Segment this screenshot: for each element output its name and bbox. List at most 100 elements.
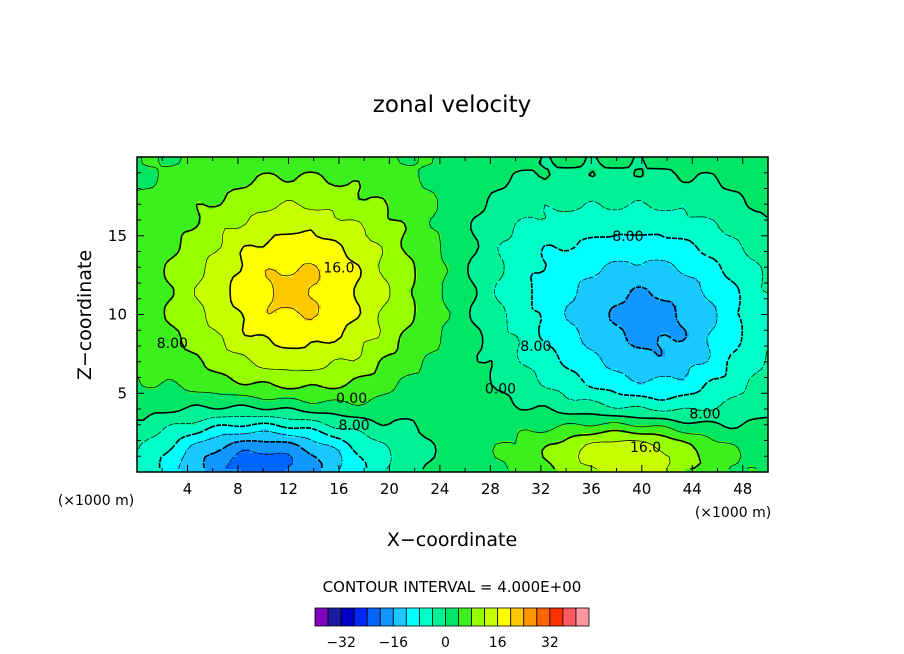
field-cell: [357, 205, 362, 210]
field-cell: [549, 273, 554, 278]
field-cell: [457, 165, 462, 170]
field-cell: [737, 269, 742, 274]
field-cell: [477, 193, 482, 198]
field-cell: [553, 173, 558, 178]
field-cell: [145, 229, 150, 234]
field-cell: [565, 273, 570, 278]
field-cell: [213, 213, 218, 218]
field-cell: [337, 201, 342, 206]
field-cell: [677, 161, 682, 166]
field-cell: [285, 241, 290, 246]
field-cell: [221, 281, 226, 286]
field-cell: [645, 161, 650, 166]
field-cell: [217, 249, 222, 254]
field-cell: [637, 185, 642, 190]
field-cell: [213, 173, 218, 178]
field-cell: [405, 157, 410, 162]
field-cell: [469, 177, 474, 182]
field-cell: [405, 181, 410, 186]
field-cell: [649, 213, 654, 218]
field-cell: [173, 169, 178, 174]
field-cell: [437, 197, 442, 202]
field-cell: [321, 169, 326, 174]
field-cell: [369, 241, 374, 246]
field-cell: [545, 257, 550, 262]
field-cell: [641, 265, 646, 270]
field-cell: [305, 193, 310, 198]
field-cell: [677, 165, 682, 170]
field-cell: [757, 209, 762, 214]
field-cell: [281, 277, 286, 282]
field-cell: [205, 185, 210, 190]
field-cell: [693, 205, 698, 210]
field-cell: [261, 245, 266, 250]
field-cell: [429, 157, 434, 162]
field-cell: [581, 265, 586, 270]
field-cell: [229, 185, 234, 190]
field-cell: [141, 225, 146, 230]
field-cell: [697, 173, 702, 178]
field-cell: [577, 257, 582, 262]
field-cell: [673, 221, 678, 226]
field-cell: [357, 221, 362, 226]
field-cell: [397, 197, 402, 202]
field-cell: [229, 157, 234, 162]
field-cell: [273, 181, 278, 186]
field-cell: [605, 261, 610, 266]
field-cell: [153, 245, 158, 250]
field-cell: [521, 277, 526, 282]
field-cell: [521, 273, 526, 278]
field-cell: [537, 233, 542, 238]
field-cell: [605, 173, 610, 178]
field-cell: [585, 269, 590, 274]
field-cell: [253, 249, 258, 254]
field-cell: [685, 213, 690, 218]
field-cell: [477, 209, 482, 214]
field-cell: [333, 257, 338, 262]
field-cell: [761, 273, 766, 278]
field-cell: [601, 177, 606, 182]
field-cell: [409, 221, 414, 226]
field-cell: [697, 253, 702, 258]
field-cell: [505, 213, 510, 218]
field-cell: [661, 233, 666, 238]
field-cell: [321, 193, 326, 198]
field-cell: [497, 245, 502, 250]
field-cell: [413, 165, 418, 170]
field-cell: [709, 209, 714, 214]
field-cell: [549, 165, 554, 170]
field-cell: [485, 253, 490, 258]
field-cell: [217, 233, 222, 238]
field-cell: [725, 213, 730, 218]
field-cell: [661, 173, 666, 178]
field-cell: [637, 265, 642, 270]
field-cell: [753, 241, 758, 246]
field-cell: [529, 197, 534, 202]
field-cell: [237, 221, 242, 226]
field-cell: [253, 245, 258, 250]
field-cell: [573, 225, 578, 230]
field-cell: [657, 241, 662, 246]
field-cell: [233, 157, 238, 162]
field-cell: [473, 249, 478, 254]
field-cell: [657, 185, 662, 190]
field-cell: [569, 237, 574, 242]
field-cell: [373, 189, 378, 194]
field-cell: [181, 181, 186, 186]
field-cell: [633, 205, 638, 210]
field-cell: [317, 241, 322, 246]
field-cell: [613, 237, 618, 242]
field-cell: [505, 161, 510, 166]
field-cell: [741, 225, 746, 230]
field-cell: [429, 249, 434, 254]
field-cell: [609, 181, 614, 186]
field-cell: [305, 273, 310, 278]
field-cell: [533, 237, 538, 242]
field-cell: [393, 261, 398, 266]
field-cell: [189, 249, 194, 254]
field-cell: [465, 273, 470, 278]
field-cell: [449, 165, 454, 170]
field-cell: [701, 233, 706, 238]
field-cell: [237, 257, 242, 262]
field-cell: [509, 213, 514, 218]
